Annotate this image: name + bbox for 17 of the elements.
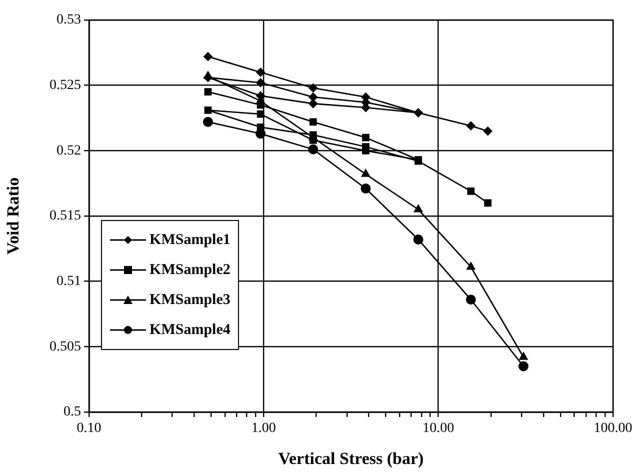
y-tick-label: 0.53 (56, 12, 81, 28)
legend-label: KMSample1 (150, 232, 230, 248)
y-tick-label: 0.515 (50, 208, 81, 224)
x-tick-label: 0.10 (76, 421, 102, 436)
x-tick-label: 100.00 (594, 421, 632, 436)
y-tick-label: 0.52 (56, 143, 81, 158)
legend-label: KMSample3 (150, 292, 230, 308)
legend-label: KMSample4 (150, 322, 230, 338)
x-axis-title: Vertical Stress (bar) (278, 449, 424, 468)
y-tick-label: 0.525 (50, 78, 81, 94)
y-tick-label: 0.505 (50, 339, 81, 354)
y-tick-label: 0.5 (64, 404, 81, 420)
x-tick-label: 1.00 (251, 421, 276, 436)
y-axis-title: Void Ratio (4, 177, 23, 255)
y-tick-label: 0.51 (56, 274, 81, 290)
x-tick-label: 10.00 (422, 421, 454, 436)
legend-label: KMSample2 (150, 262, 230, 278)
